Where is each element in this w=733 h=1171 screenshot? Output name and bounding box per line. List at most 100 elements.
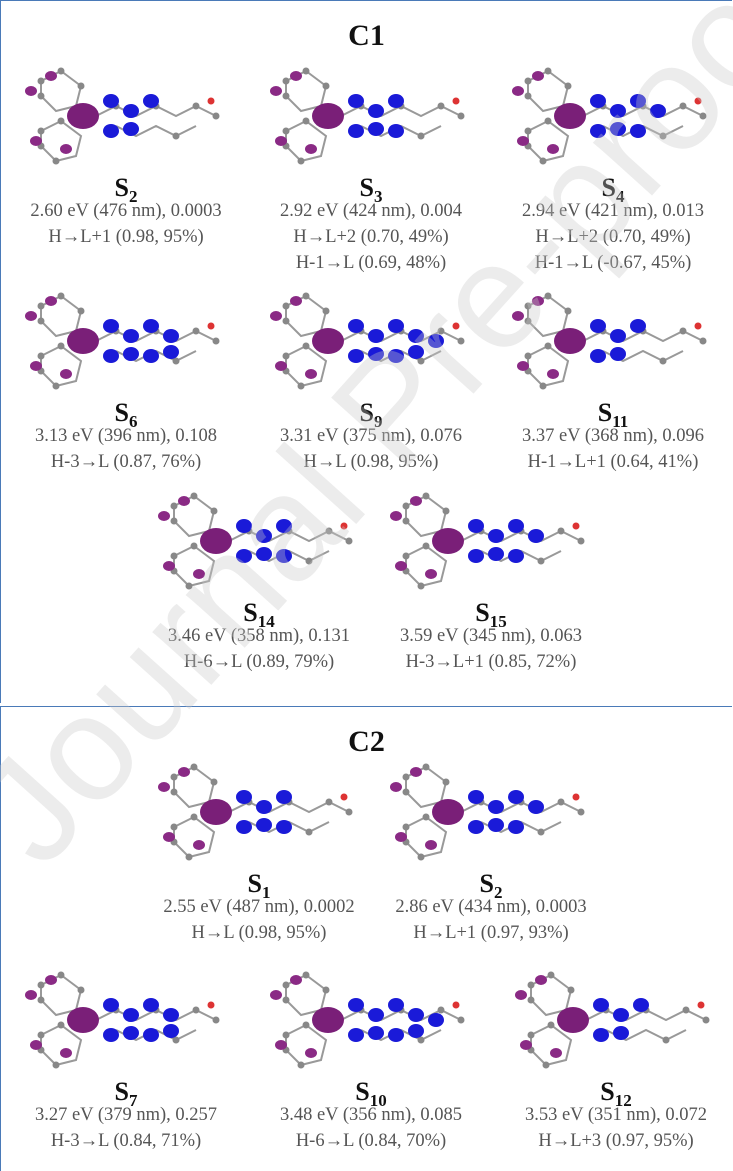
atom — [298, 158, 305, 165]
state: S12.55 eV (487 nm), 0.0002H→L (0.98, 95%… — [139, 757, 379, 977]
atom — [58, 1022, 65, 1029]
excitation-energy: 3.48 eV (356 nm), 0.085 — [251, 1105, 491, 1126]
atom — [326, 528, 333, 535]
orbital-lobe — [60, 144, 72, 154]
atom — [326, 799, 333, 806]
orbital-lobe — [432, 528, 464, 554]
atom — [283, 982, 290, 989]
orbital-lobe — [103, 94, 119, 108]
atom — [700, 338, 707, 345]
state: S63.13 eV (396 nm), 0.108H-3→L (0.87, 76… — [6, 286, 246, 506]
orbital-lobe — [610, 347, 626, 361]
orbital-lobe — [535, 975, 547, 985]
orbital-lobe — [554, 103, 586, 129]
orbital-lobe — [163, 561, 175, 571]
atom — [438, 328, 445, 335]
orbital-lobe — [275, 136, 287, 146]
orbital-lobe — [348, 94, 364, 108]
orbital-lobe — [270, 311, 282, 321]
excitation-energy: 2.92 eV (424 nm), 0.004 — [251, 201, 491, 222]
atom — [683, 1007, 690, 1014]
orbital-lobe — [488, 547, 504, 561]
molecule — [154, 486, 364, 596]
orbital-lobe — [590, 94, 606, 108]
orbital-lobe — [633, 998, 649, 1012]
atom — [346, 538, 353, 545]
orbital-lobe — [348, 998, 364, 1012]
orbital-lobe — [468, 519, 484, 533]
atom — [418, 583, 425, 590]
atom — [53, 1062, 60, 1069]
orbital-lobe — [25, 311, 37, 321]
orbital-lobe — [593, 998, 609, 1012]
atom — [186, 583, 193, 590]
orbital-lobe — [388, 1028, 404, 1042]
atom — [453, 98, 460, 105]
atom — [78, 83, 85, 90]
atom — [423, 493, 430, 500]
molecule — [266, 61, 476, 171]
orbital-lobe — [30, 1040, 42, 1050]
orbital-lobe — [428, 1013, 444, 1027]
state-symbol: S — [360, 173, 374, 202]
orbital-lobe — [395, 832, 407, 842]
excitation-energy: 2.55 eV (487 nm), 0.0002 — [139, 897, 379, 918]
atom — [341, 523, 348, 530]
orbital-lobe — [163, 345, 179, 359]
atom — [403, 518, 410, 525]
atom — [171, 824, 178, 831]
atom — [545, 293, 552, 300]
atom — [403, 774, 410, 781]
transition: H→L+1 (0.97, 93%) — [371, 923, 611, 944]
orbital-lobe — [143, 319, 159, 333]
orbital-lobe — [508, 519, 524, 533]
molecule — [266, 965, 476, 1075]
atom — [283, 78, 290, 85]
excitation-energy: 3.59 eV (345 nm), 0.063 — [371, 626, 611, 647]
orbital-lobe — [178, 767, 190, 777]
orbital-lobe — [425, 840, 437, 850]
orbital-lobe — [60, 369, 72, 379]
orbital-lobe — [67, 328, 99, 354]
atom — [423, 543, 430, 550]
atom — [540, 383, 547, 390]
atom — [53, 158, 60, 165]
atom — [193, 103, 200, 110]
state-symbol: S — [360, 398, 374, 427]
orbital-lobe — [348, 1028, 364, 1042]
molecule — [154, 757, 364, 867]
atom — [525, 78, 532, 85]
state-symbol: S — [115, 1077, 129, 1106]
orbital-lobe — [590, 349, 606, 363]
orbital-lobe — [508, 790, 524, 804]
atom — [171, 789, 178, 796]
orbital-lobe — [547, 144, 559, 154]
orbital-lobe — [275, 1040, 287, 1050]
atom — [191, 814, 198, 821]
panel: C1 S22.60 eV (476 nm), 0.0003H→L+1 (0.98… — [0, 0, 732, 703]
orbital-lobe — [275, 361, 287, 371]
figure: C1 S22.60 eV (476 nm), 0.0003H→L+1 (0.98… — [0, 0, 733, 1171]
molecule — [386, 486, 596, 596]
atom — [191, 764, 198, 771]
transition: H-3→L (0.84, 71%) — [6, 1131, 246, 1152]
orbital-lobe — [67, 103, 99, 129]
atom — [173, 133, 180, 140]
orbital-lobe — [256, 818, 272, 832]
orbital-lobe — [390, 782, 402, 792]
orbital-lobe — [630, 319, 646, 333]
orbital-lobe — [488, 818, 504, 832]
orbital-lobe — [236, 820, 252, 834]
transition: H-3→L (0.87, 76%) — [6, 452, 246, 473]
orbital-lobe — [256, 800, 272, 814]
orbital-lobe — [256, 547, 272, 561]
atom — [323, 987, 330, 994]
atom — [660, 133, 667, 140]
atom — [660, 358, 667, 365]
state-symbol: S — [248, 869, 262, 898]
atom — [38, 997, 45, 1004]
molecule — [386, 757, 596, 867]
transition: H→L (0.98, 95%) — [251, 452, 491, 473]
orbital-lobe — [312, 1007, 344, 1033]
